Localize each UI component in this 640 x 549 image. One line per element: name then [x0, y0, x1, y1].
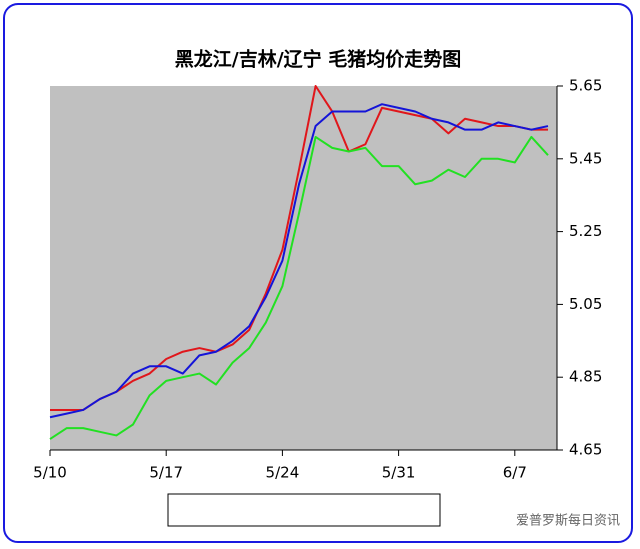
y-tick-label: 4.65	[569, 441, 602, 459]
x-tick-label: 5/17	[149, 464, 183, 482]
y-tick-label: 4.85	[569, 368, 602, 386]
y-tick-label: 5.25	[569, 222, 602, 240]
y-tick-label: 5.45	[569, 149, 602, 167]
x-tick-label: 6/7	[503, 464, 527, 482]
series-line	[49, 103, 549, 419]
x-tick-label: 5/24	[266, 464, 300, 482]
chart-title: 黑龙江/吉林/辽宁 毛猪均价走势图	[175, 48, 462, 71]
series-line	[49, 135, 549, 440]
plot-area	[50, 86, 557, 450]
legend	[167, 493, 441, 527]
watermark: 爱普罗斯每日资讯	[516, 513, 620, 529]
y-tick-label: 5.05	[569, 295, 602, 313]
series-line	[50, 85, 548, 411]
x-tick-label: 5/31	[382, 464, 416, 482]
x-tick-label: 5/10	[33, 464, 67, 482]
y-tick-label: 5.65	[569, 77, 602, 95]
